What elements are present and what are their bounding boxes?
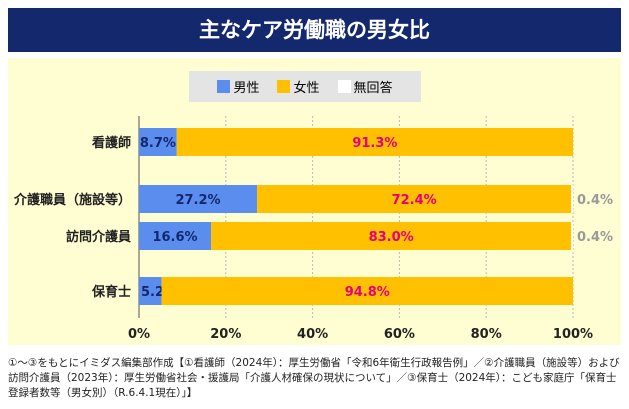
legend-item-female: 女性 (277, 77, 320, 96)
category-label: 介護職員（施設等） (13, 192, 131, 208)
legend: 男性 女性 無回答 (189, 71, 421, 102)
legend-label: 女性 (293, 81, 320, 96)
bar-male (139, 128, 177, 156)
category-label: 訪問介護員 (66, 229, 131, 245)
data-label: 72.4% (392, 193, 437, 208)
data-label: 16.6% (152, 230, 197, 245)
x-tick-label: 80% (471, 327, 502, 342)
bar-noanswer (571, 222, 573, 250)
legend-swatch (277, 80, 291, 93)
bar-female (211, 222, 572, 250)
source-note: ①〜③をもとにイミダス編集部作成【①看護師（2024年）：厚生労働省「令和6年衛… (8, 357, 620, 399)
bar-male (139, 185, 258, 213)
legend-label: 無回答 (353, 81, 393, 96)
data-label: 0.4% (577, 193, 613, 208)
bar-female (176, 128, 573, 156)
bar-female (161, 277, 573, 305)
x-tick-label: 60% (384, 327, 415, 342)
data-label: 8.7% (140, 136, 176, 151)
legend-swatch (337, 80, 351, 93)
legend-item-noanswer: 無回答 (337, 77, 393, 96)
bar-male (139, 277, 162, 305)
category-label: 保育士 (91, 284, 131, 300)
bar-noanswer (571, 185, 573, 213)
data-label: 27.2% (175, 193, 220, 208)
data-label: 94.8% (345, 285, 390, 300)
legend-item-male: 男性 (217, 77, 259, 96)
chart-title: 主なケア労働職の男女比 (8, 8, 621, 52)
data-label: 0.4% (577, 230, 613, 245)
legend-label: 男性 (233, 81, 260, 96)
category-label: 看護師 (92, 135, 131, 151)
bar-female (257, 185, 572, 213)
data-label: 83.0% (369, 230, 414, 245)
legend-swatch (217, 80, 231, 93)
bar-male (139, 222, 212, 250)
x-tick-label: 100% (553, 327, 593, 342)
x-tick-label: 0% (128, 327, 150, 342)
x-tick-label: 20% (210, 327, 241, 342)
data-label: 91.3% (352, 136, 397, 151)
x-tick-label: 40% (297, 327, 328, 342)
